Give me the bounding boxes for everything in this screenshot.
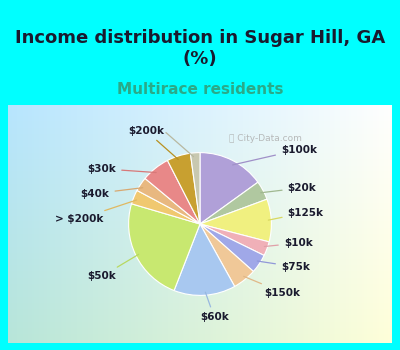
Wedge shape: [132, 190, 200, 224]
Wedge shape: [200, 182, 267, 224]
Text: $20k: $20k: [261, 183, 316, 193]
Wedge shape: [200, 224, 269, 256]
Text: $40k: $40k: [81, 188, 143, 198]
Text: ⓘ City-Data.com: ⓘ City-Data.com: [228, 134, 302, 143]
Wedge shape: [200, 224, 253, 286]
Text: $75k: $75k: [257, 261, 310, 272]
Text: Income distribution in Sugar Hill, GA
(%): Income distribution in Sugar Hill, GA (%…: [15, 29, 385, 68]
Text: $30k: $30k: [88, 164, 156, 174]
Wedge shape: [145, 160, 200, 224]
Text: $125k: $125k: [268, 208, 324, 220]
Text: > $200k: > $200k: [54, 200, 136, 224]
Wedge shape: [129, 204, 200, 290]
Text: $150k: $150k: [244, 276, 301, 298]
Wedge shape: [137, 178, 200, 224]
Text: $60k: $60k: [200, 292, 229, 322]
Wedge shape: [200, 224, 264, 271]
Text: $10k: $10k: [264, 238, 312, 248]
Wedge shape: [200, 199, 272, 242]
Text: $100k: $100k: [233, 145, 317, 165]
Wedge shape: [200, 153, 258, 224]
Text: $200k: $200k: [128, 126, 178, 160]
Text: $50k: $50k: [88, 254, 139, 281]
Wedge shape: [174, 224, 235, 295]
Wedge shape: [190, 153, 200, 224]
Wedge shape: [168, 153, 200, 224]
Text: Multirace residents: Multirace residents: [117, 82, 283, 97]
